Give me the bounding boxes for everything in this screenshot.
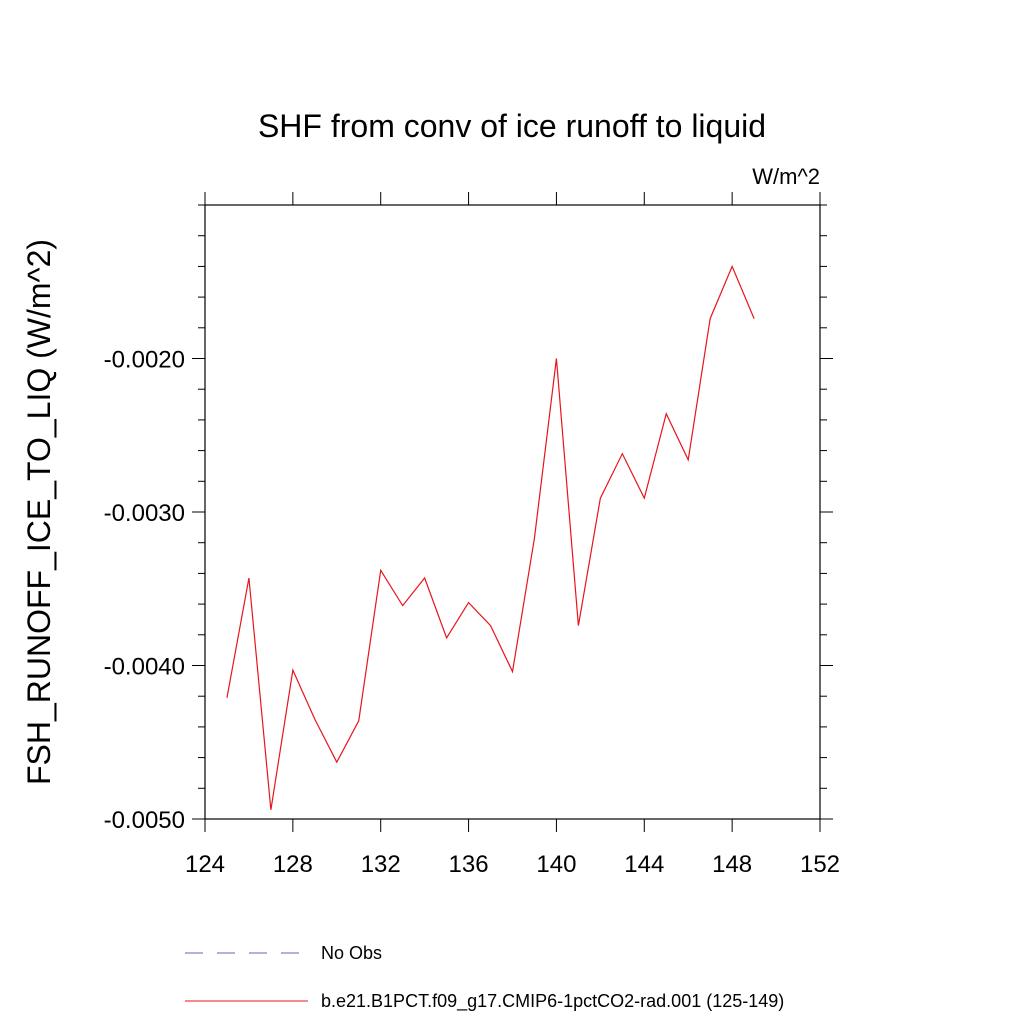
x-tick-label: 152 — [800, 851, 840, 878]
series-layer — [226, 264, 755, 810]
axis-ticks — [192, 192, 833, 832]
axis-tick-labels: 124 128 132 136 140 144 148 152 -0.0050 -0.0040 -0… — [104, 347, 840, 879]
x-tick-label: 132 — [361, 851, 401, 878]
series-line — [226, 264, 755, 810]
y-tick-label: -0.0020 — [104, 347, 185, 374]
y-axis-label: FSH_RUNOFF_ICE_TO_LIQ (W/m^2) — [21, 239, 57, 785]
x-tick-label: 140 — [536, 851, 576, 878]
x-tick-label: 144 — [624, 851, 664, 878]
chart-title: SHF from conv of ice runoff to liquid — [258, 108, 766, 144]
x-tick-label: 136 — [449, 851, 489, 878]
legend-label-no-obs: No Obs — [321, 943, 382, 963]
legend: No Obs b.e21.B1PCT.f09_g17.CMIP6-1pctCO2… — [185, 943, 784, 1012]
y-tick-label: -0.0050 — [104, 807, 185, 834]
units-label: W/m^2 — [752, 164, 820, 189]
x-tick-label: 124 — [185, 851, 225, 878]
plot-frame — [204, 204, 821, 820]
x-tick-label: 128 — [273, 851, 313, 878]
x-tick-label: 148 — [712, 851, 752, 878]
y-tick-label: -0.0030 — [104, 500, 185, 527]
legend-label-model-run: b.e21.B1PCT.f09_g17.CMIP6-1pctCO2-rad.00… — [321, 991, 784, 1012]
y-tick-label: -0.0040 — [104, 654, 185, 681]
